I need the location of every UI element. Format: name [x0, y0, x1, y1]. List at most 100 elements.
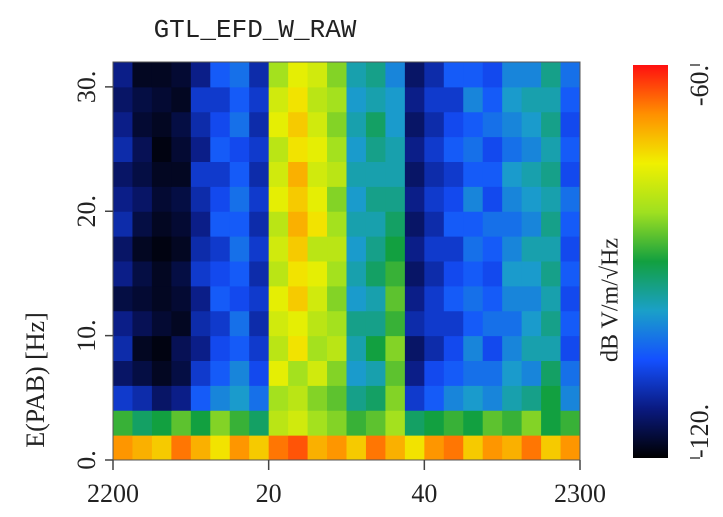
- heatmap-cell: [288, 136, 309, 162]
- heatmap-cell: [268, 435, 289, 461]
- heatmap-cell: [521, 335, 542, 361]
- heatmap-cell: [502, 410, 523, 436]
- heatmap-cell: [190, 86, 211, 113]
- heatmap-cell: [560, 310, 581, 337]
- heatmap-cell: [541, 410, 562, 436]
- heatmap-cell: [229, 236, 250, 262]
- heatmap-cell: [385, 360, 406, 386]
- heatmap-cell: [365, 410, 386, 436]
- heatmap-cell: [385, 211, 406, 237]
- heatmap-cell: [132, 435, 153, 461]
- heatmap-cell: [210, 86, 231, 113]
- heatmap-cell: [560, 285, 581, 312]
- heatmap-cell: [541, 86, 562, 113]
- heatmap-cell: [132, 261, 153, 287]
- heatmap-cell: [365, 111, 386, 138]
- heatmap-cell: [327, 236, 347, 262]
- heatmap-cell: [307, 211, 328, 237]
- heatmap-cell: [463, 136, 484, 162]
- heatmap-cell: [560, 410, 581, 436]
- heatmap-cell: [365, 186, 386, 212]
- heatmap-cell: [288, 62, 309, 88]
- heatmap-cell: [346, 285, 367, 312]
- heatmap-cell: [113, 385, 133, 411]
- heatmap-cell: [385, 62, 406, 88]
- heatmap-cell: [521, 261, 542, 287]
- heatmap-cell: [171, 285, 192, 312]
- heatmap-cell: [327, 261, 347, 287]
- heatmap-cell: [249, 335, 270, 361]
- heatmap-cell: [210, 435, 231, 461]
- heatmap-cell: [229, 111, 250, 138]
- heatmap-cell: [365, 360, 386, 386]
- x-tick-label: 2300: [554, 479, 606, 508]
- heatmap-cell: [521, 211, 542, 237]
- heatmap-cell: [210, 410, 231, 436]
- heatmap-cell: [151, 335, 172, 361]
- heatmap-cell: [132, 111, 153, 138]
- heatmap-cell: [385, 335, 406, 361]
- heatmap-cell: [327, 86, 347, 113]
- heatmap-cell: [346, 385, 367, 411]
- heatmap-cell: [463, 285, 484, 312]
- heatmap-cell: [541, 385, 562, 411]
- heatmap-cell: [190, 285, 211, 312]
- heatmap-cell: [249, 211, 270, 237]
- heatmap-cell: [268, 385, 289, 411]
- heatmap-cell: [346, 86, 367, 113]
- heatmap-cell: [560, 360, 581, 386]
- heatmap-cell: [560, 261, 581, 287]
- heatmap-cell: [424, 186, 445, 212]
- heatmap-cell: [288, 310, 309, 337]
- heatmap-cell: [443, 261, 464, 287]
- heatmap-cell: [327, 62, 347, 88]
- heatmap-cell: [463, 211, 484, 237]
- heatmap-cell: [502, 285, 523, 312]
- heatmap-cell: [502, 111, 523, 138]
- y-tick-label: 20.: [72, 195, 101, 228]
- heatmap-cell: [151, 62, 172, 88]
- heatmap-cell: [482, 136, 503, 162]
- heatmap-cell: [210, 111, 231, 138]
- heatmap-cell: [404, 385, 425, 411]
- heatmap-cell: [307, 86, 328, 113]
- heatmap-cell: [171, 211, 192, 237]
- heatmap-cell: [113, 285, 133, 312]
- heatmap-cell: [171, 360, 192, 386]
- heatmap-cell: [482, 435, 503, 461]
- heatmap-cell: [404, 285, 425, 312]
- colorbar: [633, 65, 668, 458]
- heatmap-cell: [424, 236, 445, 262]
- heatmap-cell: [346, 435, 367, 461]
- heatmap-cell: [541, 435, 562, 461]
- heatmap-cell: [443, 186, 464, 212]
- plot-frame: [112, 61, 581, 461]
- heatmap-cell: [365, 62, 386, 88]
- heatmap-cell: [346, 360, 367, 386]
- heatmap-cell: [171, 186, 192, 212]
- heatmap-cell: [190, 161, 211, 187]
- heatmap-cell: [463, 236, 484, 262]
- heatmap-cell: [424, 285, 445, 312]
- heatmap-cell: [210, 186, 231, 212]
- heatmap-cell: [307, 186, 328, 212]
- heatmap-cell: [288, 211, 309, 237]
- heatmap-cell: [443, 435, 464, 461]
- heatmap-cell: [424, 211, 445, 237]
- heatmap-cell: [210, 310, 231, 337]
- heatmap-cell: [502, 360, 523, 386]
- heatmap-cell: [268, 285, 289, 312]
- heatmap-cell: [210, 360, 231, 386]
- heatmap-cell: [541, 136, 562, 162]
- heatmap-cell: [404, 435, 425, 461]
- heatmap-cell: [424, 360, 445, 386]
- heatmap-cell: [249, 360, 270, 386]
- heatmap-cell: [210, 136, 231, 162]
- heatmap-cell: [346, 410, 367, 436]
- heatmap-cell: [113, 410, 133, 436]
- heatmap-cell: [151, 385, 172, 411]
- heatmap-cell: [365, 236, 386, 262]
- heatmap-cell: [443, 111, 464, 138]
- heatmap-cell: [229, 410, 250, 436]
